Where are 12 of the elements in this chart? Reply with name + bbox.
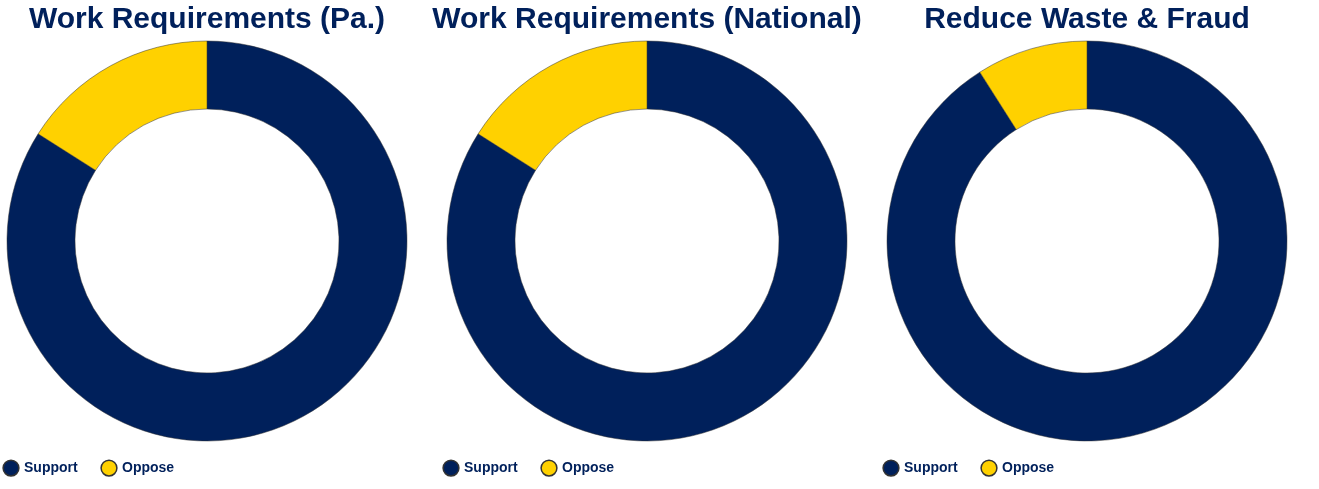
legend-label: Support xyxy=(24,459,78,476)
legend-label: Support xyxy=(464,459,518,476)
donut-slice xyxy=(447,40,848,441)
chart-title: Reduce Waste & Fraud xyxy=(924,1,1250,34)
legend-label: Support xyxy=(904,459,958,476)
legend-label: Oppose xyxy=(562,459,615,476)
donut-slice xyxy=(7,40,408,441)
legend-label: Oppose xyxy=(122,459,175,476)
chart-title: Work Requirements (National) xyxy=(432,1,862,34)
chart-title: Work Requirements (Pa.) xyxy=(28,1,386,34)
donut-slice xyxy=(886,40,1288,442)
legend-label: Oppose xyxy=(1002,459,1055,476)
